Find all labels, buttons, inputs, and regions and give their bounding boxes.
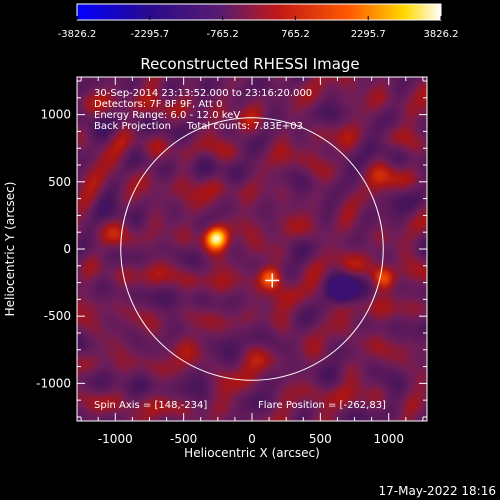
info-line-detectors: Detectors: 7F 8F 9F, Att 0 [94, 99, 222, 110]
y-tick-label: 0 [63, 242, 71, 256]
x-tick-label: 0 [248, 432, 256, 446]
x-tick-label: 1000 [373, 432, 404, 446]
colorbar-ticks: -3826.2 -2295.7 -765.2 765.2 2295.7 3826.2 [58, 16, 459, 40]
axis-ticks: -1000 -500 0 500 1000 -1000 -500 0 500 1000 [36, 77, 427, 446]
plot-title: Reconstructed RHESSI Image [140, 55, 359, 73]
y-tick-label: -1000 [36, 376, 71, 390]
info-line-time: 30-Sep-2014 23:13:52.000 to 23:16:20.000 [94, 88, 312, 99]
solar-limb-circle [120, 117, 384, 381]
flare-marker-cross [265, 273, 280, 288]
flare-position-label: Flare Position = [-262,83] [258, 400, 386, 411]
info-line-method: Back Projection Total counts: 7.83E+03 [94, 121, 303, 132]
info-line-energy: Energy Range: 6.0 - 12.0 keV [94, 110, 240, 121]
x-axis-label: Heliocentric X (arcsec) [184, 446, 320, 460]
heatmap-image [77, 77, 427, 421]
x-tick-label: -500 [170, 432, 197, 446]
spin-axis-label: Spin Axis = [148,-234] [94, 400, 207, 411]
x-tick-label: -1000 [98, 432, 133, 446]
y-tick-label: 500 [48, 175, 71, 189]
colorbar: -3826.2 -2295.7 -765.2 765.2 2295.7 3826.2 [58, 3, 459, 40]
footer-date: 17-May-2022 18:16 [379, 484, 496, 498]
colorbar-tick-label: 765.2 [281, 29, 310, 40]
colorbar-tick-label: 2295.7 [351, 29, 386, 40]
y-axis-label: Heliocentric Y (arcsec) [3, 182, 17, 317]
heatmap-area [77, 77, 427, 421]
colorbar-tick-label: -3826.2 [58, 29, 97, 40]
colorbar-tick-label: -765.2 [206, 29, 238, 40]
colorbar-tick-label: -2295.7 [130, 29, 169, 40]
colorbar-tick-label: 3826.2 [424, 29, 459, 40]
info-block: 30-Sep-2014 23:13:52.000 to 23:16:20.000… [94, 88, 312, 132]
y-tick-label: 1000 [40, 108, 71, 122]
y-tick-label: -500 [44, 309, 71, 323]
x-tick-label: 500 [309, 432, 332, 446]
colorbar-gradient [76, 3, 442, 21]
